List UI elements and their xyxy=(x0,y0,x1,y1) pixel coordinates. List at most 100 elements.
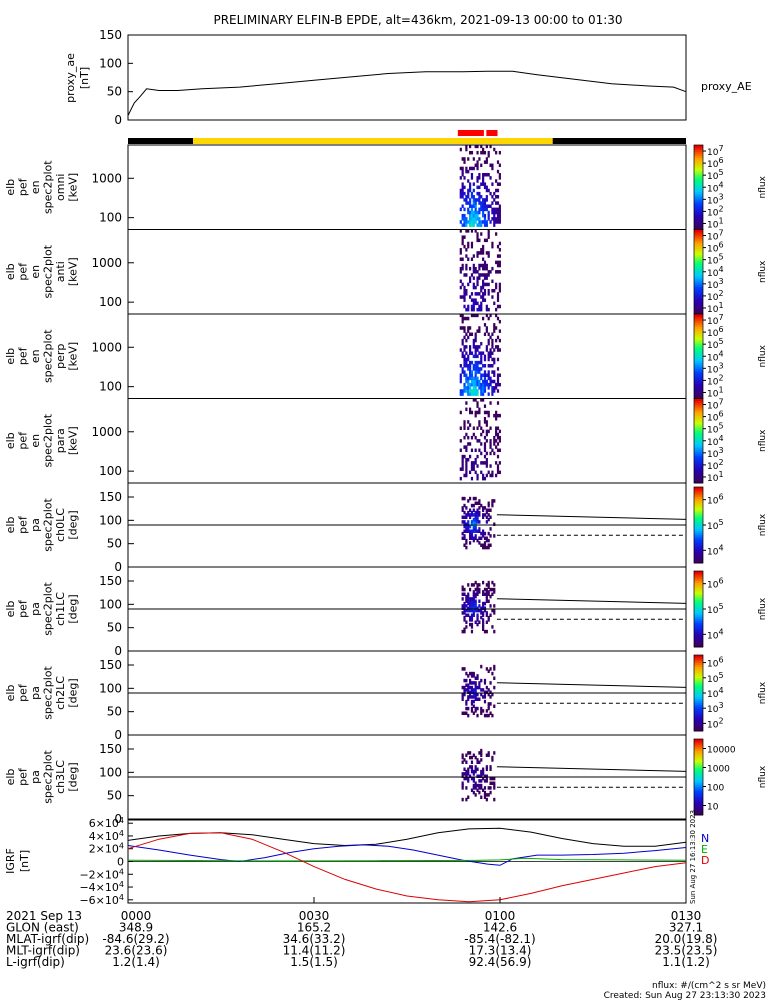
pitch-pixel xyxy=(465,506,468,510)
spectrogram-pixel xyxy=(478,304,481,309)
energy-colorbar-cell xyxy=(694,358,703,361)
pitch-pixel xyxy=(461,629,464,634)
energy-colorbar-label: 104 xyxy=(707,265,724,279)
pitch-pixel xyxy=(465,613,468,617)
spectrogram-pixel xyxy=(493,451,496,456)
pitch-pixel xyxy=(480,758,483,762)
spectrogram-pixel xyxy=(485,420,488,424)
pitch-pixel xyxy=(472,599,475,603)
energy-ytick-label: 1000 xyxy=(91,425,122,439)
energy-colorbar-cell xyxy=(694,271,703,275)
ephemeris-row-label: GLON (east) xyxy=(6,921,79,935)
pitch-pixel xyxy=(474,604,477,608)
spectrogram-pixel xyxy=(470,435,474,440)
energy-side-label: pef xyxy=(17,346,30,365)
pitch-pixel xyxy=(470,671,474,676)
pitch-pixel xyxy=(470,513,474,517)
pitch-ytick-label: 50 xyxy=(107,789,122,803)
pitch-pixel xyxy=(472,583,475,587)
spectrogram-pixel xyxy=(495,188,498,193)
spectrogram-pixel xyxy=(459,251,462,255)
pitch-pixel xyxy=(463,618,466,622)
energy-colorbar-cell xyxy=(694,411,703,414)
pitch-pixel xyxy=(463,606,466,610)
pitch-colorbar-cell xyxy=(694,607,703,610)
energy-side-label: spec2plot xyxy=(42,329,55,383)
ephemeris-value: 34.6(33.2) xyxy=(283,932,346,946)
spectrogram-pixel xyxy=(487,150,490,155)
spectrogram-pixel xyxy=(469,188,472,193)
spectrogram-pixel xyxy=(496,435,500,440)
spectrogram-pixel xyxy=(496,292,500,296)
energy-colorbar-cell xyxy=(694,290,703,294)
spectrogram-pixel xyxy=(482,244,485,249)
spectrogram-pixel xyxy=(470,332,474,337)
pitch-pixel xyxy=(465,769,468,774)
pitch-pixel xyxy=(483,713,487,718)
energy-colorbar-cell xyxy=(694,400,703,404)
igrf-legend-n: N xyxy=(701,832,709,845)
pitch-colorbar-cell xyxy=(694,643,703,646)
spectrogram-pixel xyxy=(459,229,462,233)
pitch-pixel xyxy=(469,690,472,694)
spectrogram-pixel xyxy=(476,213,479,218)
spectrogram-pixel xyxy=(489,445,492,449)
pitch-pixel xyxy=(472,592,475,596)
pitch-colorbar-cell xyxy=(694,492,703,496)
spectrogram-pixel xyxy=(469,389,472,393)
spectrogram-pixel xyxy=(483,266,487,271)
spectrogram-pixel xyxy=(485,429,488,434)
pitch-colorbar-cell xyxy=(694,758,703,761)
pitch-pixel xyxy=(469,678,472,683)
energy-colorbar-cell xyxy=(694,409,703,412)
spectrogram-pixel xyxy=(469,182,472,186)
spectrogram-pixel xyxy=(463,304,466,309)
igrf-legend-e: E xyxy=(701,843,708,856)
energy-colorbar-label: 102 xyxy=(707,204,724,218)
spectrogram-pixel xyxy=(459,476,462,481)
pitch-pixel xyxy=(470,618,474,622)
spectrogram-pixel xyxy=(491,470,494,475)
spectrogram-pixel xyxy=(470,204,474,208)
pitch-pixel xyxy=(472,776,475,781)
spectrogram-pixel xyxy=(469,332,472,337)
spectrogram-pixel xyxy=(478,439,481,443)
spectrogram-pixel xyxy=(496,195,500,199)
pitch-colorbar-cell xyxy=(694,590,703,593)
energy-colorbar-cell xyxy=(694,244,703,247)
pitch-pixel xyxy=(489,781,492,785)
pitch-colorbar-label: 106 xyxy=(707,577,724,591)
energy-colorbar-cell xyxy=(694,286,703,290)
energy-side-label: omni xyxy=(54,174,67,201)
spectrogram-pixel xyxy=(487,292,490,296)
energy-colorbar-cell xyxy=(694,231,703,235)
energy-colorbar-cell xyxy=(694,472,703,476)
spectrogram-pixel xyxy=(474,332,477,337)
pitch-pixel xyxy=(463,776,466,781)
spectrogram-pixel xyxy=(474,338,477,343)
spectrogram-pixel xyxy=(483,445,487,449)
spectrogram-pixel xyxy=(480,150,483,155)
pitch-pixel xyxy=(485,797,488,802)
spectrogram-pixel xyxy=(480,220,483,224)
spectrogram-pixel xyxy=(495,417,498,421)
pitch-pixel xyxy=(463,543,466,547)
spectrogram-pixel xyxy=(470,476,474,481)
spectrogram-pixel xyxy=(463,420,466,424)
pitch-pixel xyxy=(476,529,479,533)
pitch-ytick-label: 50 xyxy=(107,537,122,551)
spectrogram-pixel xyxy=(472,223,475,227)
pitch-pixel xyxy=(461,781,464,785)
pitch-pixel xyxy=(469,597,472,601)
spectrogram-pixel xyxy=(491,288,494,293)
spectrogram-pixel xyxy=(491,210,494,215)
spectrogram-pixel xyxy=(465,266,468,271)
pitch-colorbar-cell xyxy=(694,723,703,726)
spectrogram-pixel xyxy=(476,191,479,196)
spectrogram-pixel xyxy=(487,357,490,362)
spectrogram-pixel xyxy=(485,276,488,280)
pitch-pixel xyxy=(465,538,468,543)
spectrogram-pixel xyxy=(493,348,496,352)
